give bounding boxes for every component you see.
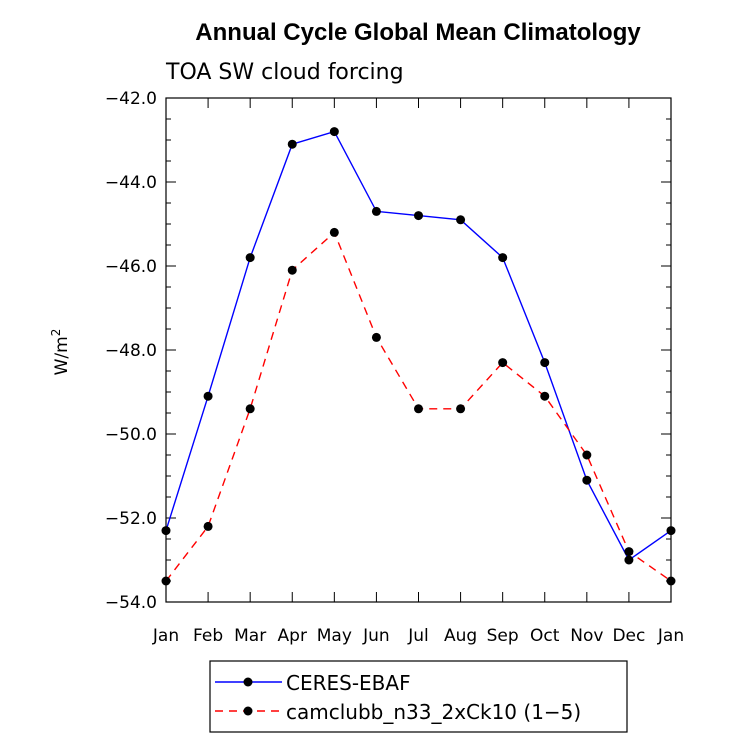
x-tick-label: Jan: [152, 626, 179, 646]
data-point-series-0: [330, 127, 339, 136]
legend-marker-model: [244, 707, 253, 716]
y-tick-label: −42.0: [105, 89, 157, 109]
data-point-series-1: [414, 404, 423, 413]
x-tick-label: Dec: [612, 626, 645, 646]
data-point-series-0: [372, 207, 381, 216]
x-tick-label: Apr: [278, 626, 307, 646]
y-tick-label: −52.0: [105, 509, 157, 529]
x-tick-label: Jun: [362, 626, 390, 646]
y-axis-label: W/m2: [49, 329, 72, 376]
y-tick-label: −50.0: [105, 425, 157, 445]
data-point-series-1: [456, 404, 465, 413]
data-point-series-0: [288, 140, 297, 149]
legend: CERES-EBAF camclubb_n33_2xCk10 (1−5): [210, 661, 627, 732]
data-point-series-1: [582, 451, 591, 460]
data-point-series-1: [624, 547, 633, 556]
y-tick-label: −54.0: [105, 593, 157, 613]
chart-title: Annual Cycle Global Mean Climatology: [195, 19, 641, 46]
legend-label-model: camclubb_n33_2xCk10 (1−5): [286, 700, 581, 724]
data-point-series-0: [540, 358, 549, 367]
series-layer: [162, 127, 676, 585]
y-tick-label: −48.0: [105, 341, 157, 361]
x-tick-label: Jan: [657, 626, 684, 646]
data-point-series-1: [372, 333, 381, 342]
x-tick-label: Mar: [234, 626, 266, 646]
series-line-0: [166, 132, 671, 560]
x-tick-label: Nov: [570, 626, 603, 646]
data-point-series-1: [330, 228, 339, 237]
data-point-series-0: [624, 556, 633, 565]
plot-frame: [166, 98, 671, 602]
y-tick-label: −46.0: [105, 257, 157, 277]
data-point-series-1: [540, 392, 549, 401]
x-tick-label: Oct: [530, 626, 560, 646]
tick-labels: −42.0 −44.0 −46.0 −48.0 −50.0 −52.0 −54.0 Jan Fe…: [105, 89, 684, 646]
x-tick-label: May: [317, 626, 352, 646]
legend-label-ceres: CERES-EBAF: [286, 671, 411, 695]
data-point-series-0: [414, 211, 423, 220]
data-point-series-1: [288, 266, 297, 275]
data-point-series-0: [498, 253, 507, 262]
x-tick-label: Jul: [407, 626, 429, 646]
x-tick-label: Sep: [487, 626, 519, 646]
data-point-series-1: [246, 404, 255, 413]
axis-ticks: [166, 98, 671, 602]
data-point-series-0: [204, 392, 213, 401]
chart-subtitle: TOA SW cloud forcing: [165, 60, 404, 85]
y-tick-label: −44.0: [105, 173, 157, 193]
data-point-series-1: [204, 522, 213, 531]
data-point-series-1: [498, 358, 507, 367]
x-tick-label: Aug: [444, 626, 477, 646]
data-point-series-0: [246, 253, 255, 262]
data-point-series-0: [456, 215, 465, 224]
line-chart: Annual Cycle Global Mean Climatology TOA…: [0, 0, 733, 734]
data-point-series-0: [582, 476, 591, 485]
x-tick-label: Feb: [193, 626, 223, 646]
legend-marker-ceres: [244, 678, 253, 687]
